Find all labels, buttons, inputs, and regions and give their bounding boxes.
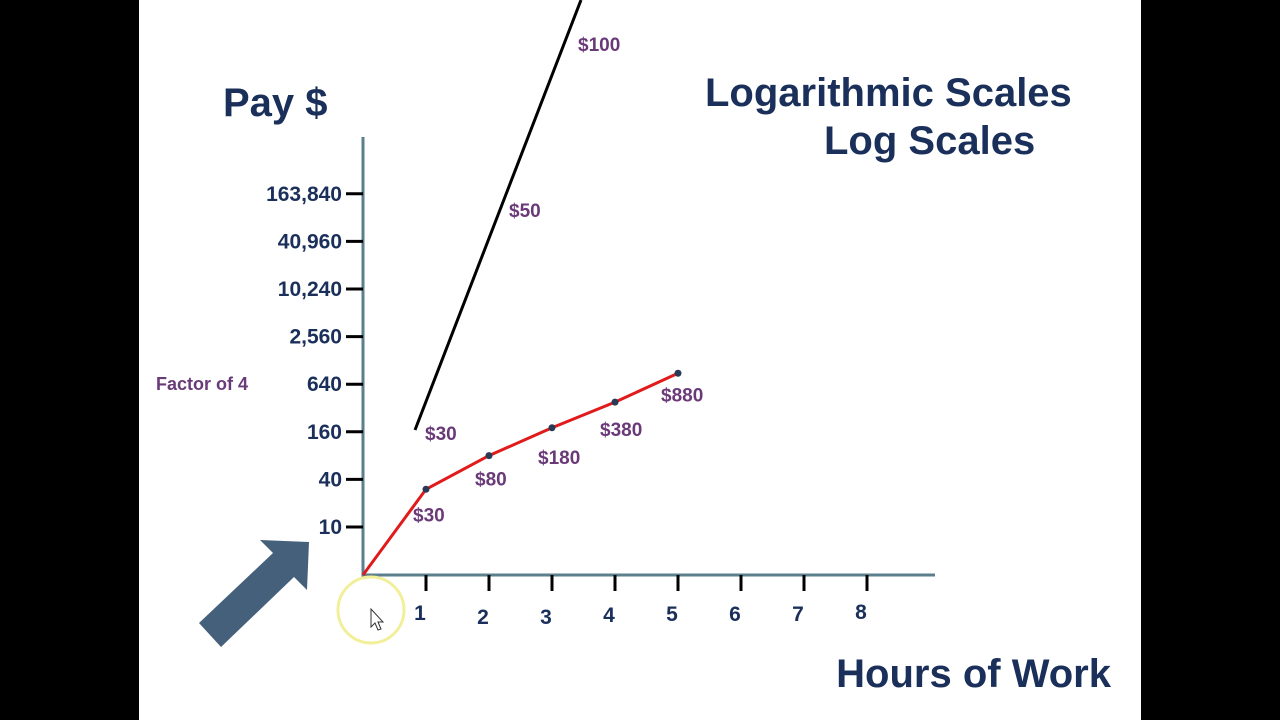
- black-point-label: $100: [578, 35, 620, 56]
- red-point-label: $880: [661, 385, 703, 406]
- red-point-label: $380: [600, 420, 642, 441]
- y-axis-title: Pay $: [223, 81, 328, 125]
- x-axis-title: Hours of Work: [836, 652, 1112, 696]
- y-tick-label: 40: [319, 468, 342, 491]
- red-point-label: $30: [413, 505, 445, 526]
- y-tick-label: 2,560: [289, 326, 342, 349]
- red-series-point: [674, 369, 682, 377]
- black-point-label: $30: [425, 424, 457, 445]
- slide-title-line1: Logarithmic Scales: [705, 71, 1072, 115]
- red-series-point: [611, 398, 619, 406]
- block-arrow-icon: [199, 540, 309, 647]
- black-point-label: $50: [509, 201, 541, 222]
- red-series-point: [422, 485, 430, 493]
- y-tick-label: 163,840: [266, 183, 342, 206]
- red-point-label: $180: [538, 448, 580, 469]
- x-tick-label: 7: [792, 603, 804, 626]
- x-tick-label: 3: [540, 606, 552, 629]
- mouse-cursor-icon: [370, 607, 385, 631]
- x-tick-label: 5: [666, 603, 678, 626]
- y-tick-label: 40,960: [278, 230, 342, 253]
- slide: Logarithmic Scales Log Scales Pay $ Hour…: [139, 0, 1141, 720]
- red-point-label: $80: [475, 470, 507, 491]
- log-scale-chart: Logarithmic Scales Log Scales Pay $ Hour…: [156, 0, 1112, 696]
- x-tick-label: 8: [855, 601, 867, 624]
- red-series-line: [361, 371, 679, 576]
- slide-title-line2: Log Scales: [824, 119, 1035, 163]
- red-series-point: [485, 452, 493, 460]
- y-tick-label: 640: [307, 373, 342, 396]
- black-series-line: [413, 0, 583, 431]
- red-series-point: [548, 424, 556, 432]
- y-tick-label: 160: [307, 421, 342, 444]
- y-tick-label: 10: [319, 516, 342, 539]
- x-tick-label: 1: [414, 602, 426, 625]
- x-tick-label: 6: [729, 603, 741, 626]
- factor-of-4-annotation: Factor of 4: [156, 374, 248, 394]
- cursor-highlight-icon: [336, 575, 406, 645]
- x-tick-label: 2: [477, 606, 489, 629]
- x-tick-label: 4: [603, 604, 615, 627]
- y-tick-label: 10,240: [278, 278, 342, 301]
